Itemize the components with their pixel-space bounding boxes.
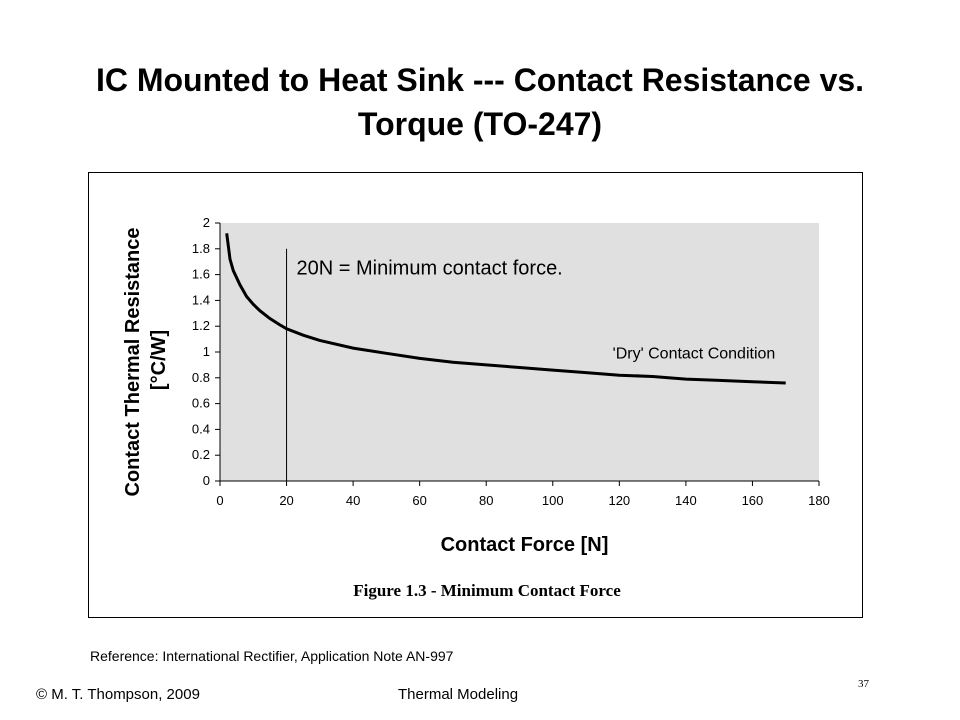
figure-caption: Figure 1.3 - Minimum Contact Force <box>353 581 621 600</box>
series-line-resistance <box>225 233 786 385</box>
y-tick-label: 2 <box>203 215 210 230</box>
slide-title: IC Mounted to Heat Sink --- Contact Resi… <box>20 58 940 146</box>
x-tick-label: 80 <box>479 493 493 508</box>
y-tick-label: 0.2 <box>192 447 210 462</box>
x-tick-label: 20 <box>279 493 293 508</box>
x-tick-label: 160 <box>742 493 764 508</box>
slide-title-line-1: IC Mounted to Heat Sink --- Contact Resi… <box>95 62 865 98</box>
x-tick-label: 120 <box>608 493 630 508</box>
x-tick-label: 140 <box>675 493 697 508</box>
footer-copyright: © M. T. Thompson, 2009 <box>36 686 200 703</box>
y-ticks: 0 0.2 0.4 0.6 0.8 1 1.2 1.4 1.6 1.8 2 <box>192 215 220 488</box>
slide-title-line-2: Torque (TO-247) <box>357 106 603 142</box>
y-tick-label: 0 <box>203 473 210 488</box>
page-number: 37 <box>858 678 869 690</box>
plot-area <box>220 223 819 481</box>
y-tick-label: 0.6 <box>192 396 210 411</box>
x-axis-label: Contact Force [N] <box>441 534 609 556</box>
reference-note: Reference: International Rectifier, Appl… <box>90 648 454 664</box>
y-tick-label: 1 <box>203 344 210 359</box>
x-ticks: 0 20 40 60 80 100 120 140 160 180 <box>216 481 830 508</box>
y-tick-label: 1.6 <box>192 267 210 282</box>
x-tick-label: 60 <box>412 493 426 508</box>
footer-topic: Thermal Modeling <box>398 686 519 703</box>
y-tick-label: 0.4 <box>192 421 210 436</box>
x-tick-label: 100 <box>542 493 564 508</box>
annotation-dry-condition: 'Dry' Contact Condition <box>613 345 776 362</box>
y-tick-label: 0.8 <box>192 370 210 385</box>
x-tick-label: 180 <box>808 493 830 508</box>
y-tick-label: 1.4 <box>192 292 210 307</box>
annotation-min-force: 20N = Minimum contact force. <box>297 258 563 280</box>
y-axis-label-line-1: Contact Thermal Resistance <box>122 228 144 497</box>
y-tick-label: 1.2 <box>192 318 210 333</box>
chart-svg: 0 20 40 60 80 100 120 140 160 180 0 0.2 0.4 0.6 0.8 1 1… <box>122 215 830 600</box>
x-tick-label: 40 <box>346 493 360 508</box>
y-axis-label-line-2: [°C/W] <box>148 330 170 390</box>
chart-frame: 0 20 40 60 80 100 120 140 160 180 0 0.2 0.4 0.6 0.8 1 1… <box>88 172 863 618</box>
y-tick-label: 1.8 <box>192 241 210 256</box>
x-tick-label: 0 <box>216 493 223 508</box>
